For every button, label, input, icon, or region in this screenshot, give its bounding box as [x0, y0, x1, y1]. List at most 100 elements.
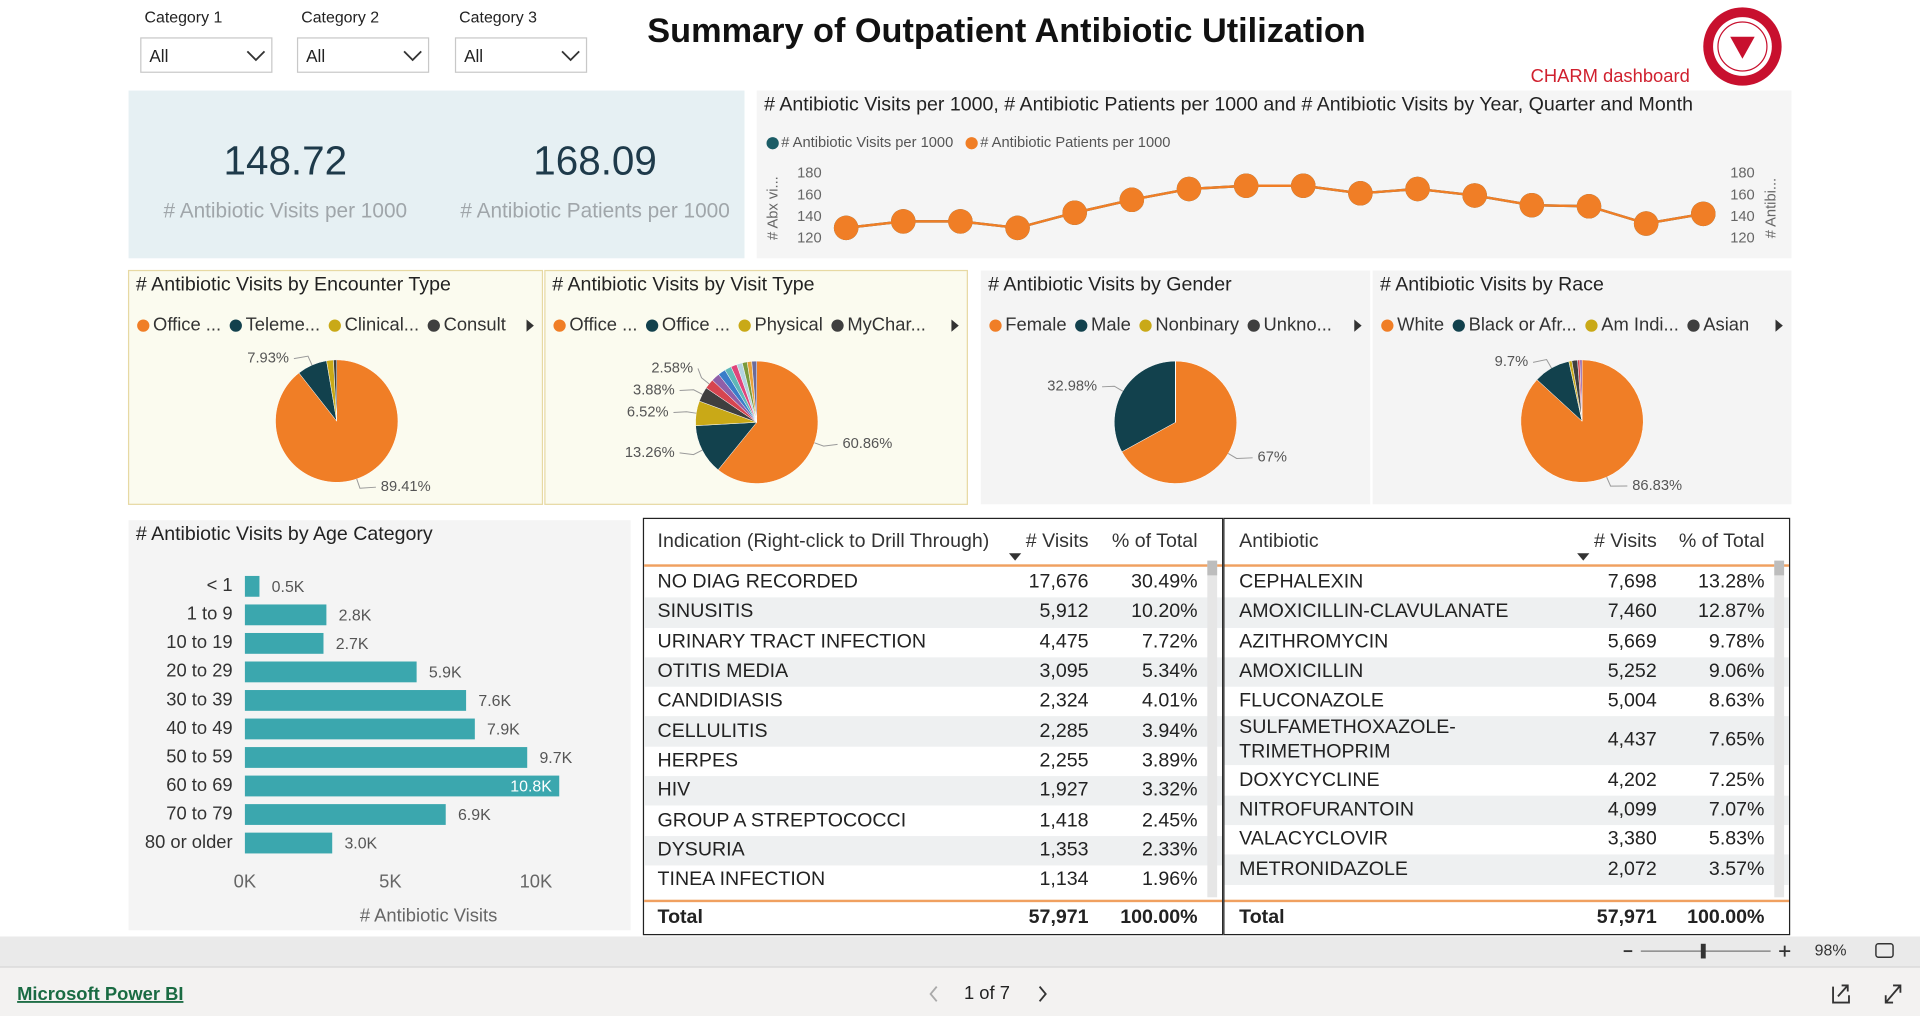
- pie-slice: [717, 360, 819, 484]
- y-tick-label: 60 to 69: [166, 774, 232, 795]
- scrollbar[interactable]: [1207, 560, 1218, 898]
- filter-chevron: [403, 50, 422, 62]
- data-label: 32.98%: [1047, 379, 1097, 395]
- x-tick-label: 5K: [379, 870, 402, 891]
- table-header[interactable]: Indication (Right-click to Drill Through…: [644, 519, 1223, 567]
- legend-marker: [137, 319, 150, 332]
- bar: [244, 747, 528, 768]
- x-tick-label: 0K: [234, 870, 257, 891]
- label-leader: [356, 478, 376, 489]
- legend-label: White: [1397, 313, 1444, 334]
- zoom-knob[interactable]: [1700, 943, 1706, 959]
- data-label: 6.9K: [458, 807, 491, 824]
- table-header-cell: # Visits: [1593, 530, 1657, 552]
- table-row: CEPHALEXIN 7,698 13.28%: [1224, 568, 1788, 598]
- legend-marker: [646, 319, 659, 332]
- legend-label: Am Indi...: [1601, 313, 1679, 334]
- table-row-cell: AZITHROMYCIN: [1239, 631, 1389, 653]
- bar: [244, 718, 475, 740]
- table-header-cell: Indication (Right-click to Drill Through…: [657, 530, 990, 552]
- legend-scroll[interactable]: [951, 319, 959, 332]
- chart-panel: [756, 90, 1792, 259]
- table-row: HERPES 2,255 3.89%: [644, 746, 1222, 776]
- table-row: CELLULITIS 2,285 3.94%: [644, 716, 1223, 747]
- table-row-cell: 2,255: [1039, 750, 1089, 772]
- legend-scroll[interactable]: [1354, 319, 1362, 332]
- legend-scroll[interactable]: [526, 319, 534, 332]
- legend-label: Office ...: [569, 313, 637, 334]
- table-row-cell: 1,927: [1039, 780, 1089, 801]
- table-row-cell: AMOXICILLIN: [1239, 661, 1364, 682]
- bar: [244, 804, 446, 825]
- legend-label: Nonbinary: [1155, 313, 1240, 334]
- series-point: [1462, 183, 1487, 208]
- legend-marker: [1139, 319, 1152, 332]
- kpi-value: 148.72: [224, 138, 348, 184]
- legend-marker: [229, 319, 242, 332]
- brand-link[interactable]: Microsoft Power BI: [17, 983, 183, 1004]
- bar: [244, 775, 560, 797]
- legend-label: Female: [1005, 313, 1066, 334]
- chart-title: # Antibiotic Visits by Age Category: [136, 523, 433, 545]
- table-row: OTITIS MEDIA 3,095 5.34%: [644, 657, 1223, 687]
- legend-marker: [328, 319, 341, 332]
- series-point: [1405, 176, 1430, 202]
- legend-label: Asian: [1703, 313, 1749, 334]
- table-row: FLUCONAZOLE 5,004 8.63%: [1224, 687, 1788, 717]
- y-tick-label: 80 or older: [145, 831, 233, 852]
- y-tick-label: 160: [797, 187, 822, 203]
- table-row-cell: 7.72%: [1141, 631, 1198, 653]
- table-total-cell: Total: [657, 907, 703, 928]
- table-row-cell: HERPES: [657, 750, 739, 772]
- table-row-cell: 3,095: [1039, 661, 1089, 682]
- table-row-cell: 7.65%: [1708, 730, 1765, 751]
- filter-chevron: [561, 50, 580, 62]
- scrollbar[interactable]: [1774, 560, 1785, 898]
- table-row-cell: 5,669: [1607, 631, 1657, 653]
- share-button[interactable]: [1832, 984, 1850, 1004]
- bar: [244, 575, 260, 597]
- table-row-cell: 9.78%: [1708, 631, 1765, 653]
- label-leader: [679, 449, 703, 456]
- series-point: [948, 209, 973, 234]
- data-label: 3.88%: [633, 382, 675, 398]
- legend-marker: [1687, 319, 1700, 332]
- y2-tick-label: 140: [1730, 209, 1755, 225]
- scroll-thumb: [1774, 560, 1785, 576]
- table-row-cell: DYSURIA: [657, 839, 745, 861]
- pie-slice: [1114, 360, 1176, 453]
- next-page[interactable]: [1038, 986, 1047, 1002]
- dashboard-title: Summary of Outpatient Antibiotic Utiliza…: [647, 12, 1365, 50]
- table-row-cell: 1,418: [1039, 809, 1089, 831]
- data-label: 86.83%: [1632, 478, 1682, 494]
- table-row-cell: 5,252: [1607, 661, 1657, 682]
- y-tick-label: 120: [797, 231, 822, 247]
- legend-scroll[interactable]: [1775, 319, 1783, 332]
- table-total: Total 57,971 100.00%: [1224, 899, 1789, 934]
- table-header-cell: # Visits: [1025, 530, 1089, 552]
- zoom-bar: [0, 936, 1920, 968]
- y-tick-label: 40 to 49: [166, 717, 232, 738]
- pie-slice: [1579, 359, 1583, 422]
- table-total-cell: 100.00%: [1687, 907, 1765, 928]
- prev-page[interactable]: [929, 986, 938, 1002]
- data-label: 9.7K: [539, 750, 572, 767]
- table-header[interactable]: Antibiotic # Visits % of Total: [1224, 519, 1789, 567]
- filter-value: All: [464, 46, 483, 66]
- fit-page[interactable]: [1875, 943, 1894, 958]
- fullscreen-button[interactable]: [1884, 984, 1902, 1004]
- chart-title: # Antibiotic Visits by Visit Type: [552, 273, 814, 295]
- label-leader: [697, 368, 710, 385]
- x-axis-title: # Antibiotic Visits: [360, 905, 497, 926]
- zoom-plus[interactable]: [1779, 945, 1791, 957]
- logo-ring: [1717, 21, 1768, 72]
- bar: [244, 690, 467, 711]
- table-row-cell: CELLULITIS: [657, 720, 768, 742]
- data-label: 9.7%: [1495, 354, 1528, 370]
- table-row-cell: 3.89%: [1141, 750, 1198, 772]
- chart-title: # Antibiotic Visits by Gender: [988, 273, 1232, 295]
- legend-marker: [1381, 319, 1394, 332]
- data-label: 60.86%: [842, 436, 892, 452]
- legend-label: Male: [1091, 313, 1131, 334]
